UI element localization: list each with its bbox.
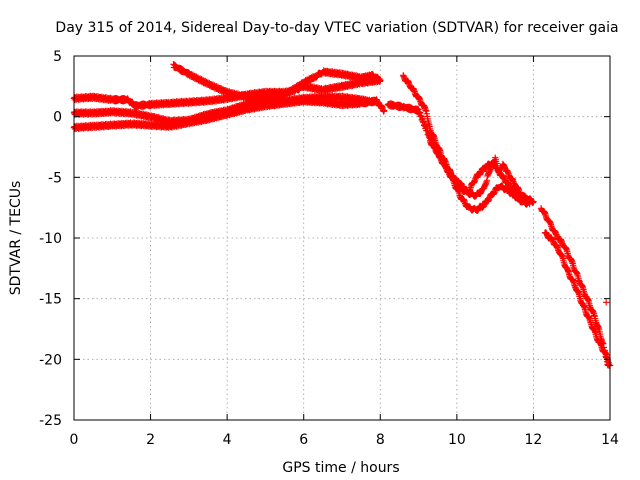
series-track-f [384,100,533,214]
y-tick-label: -5 [48,170,62,186]
series-track-a [70,75,384,111]
y-axis-label: SDTVAR / TECUs [8,181,24,296]
x-tick-label: 4 [223,432,232,448]
axis-ticks: 0 2 4 6 8 10 12 14 -25 -20 -15 -10 -5 0 5 [39,49,619,448]
x-tick-label: 10 [448,432,466,448]
data-point [602,299,610,306]
series-track-i [541,229,614,369]
y-tick-label: 0 [53,110,62,126]
data-point [377,77,384,84]
x-tick-label: 8 [376,432,385,448]
x-tick-label: 6 [299,432,308,448]
series-track-j [602,299,610,306]
y-tick-label: -25 [39,413,62,429]
data-point [369,98,376,106]
x-tick-label: 0 [70,432,79,448]
grid [74,56,610,420]
data-points [70,61,614,369]
y-tick-label: -15 [39,292,62,308]
x-tick-label: 2 [146,432,155,448]
series-track-g [426,137,533,205]
x-tick-label: 12 [525,432,543,448]
y-tick-label: -20 [39,352,62,368]
x-axis-label: GPS time / hours [282,460,399,476]
series-track-d [170,61,376,107]
x-tick-label: 14 [601,432,619,448]
y-tick-label: 5 [53,49,62,65]
data-point [526,198,533,205]
y-tick-label: -10 [39,231,62,247]
chart-title: Day 315 of 2014, Sidereal Day-to-day VTE… [55,20,618,36]
data-point [380,107,388,114]
